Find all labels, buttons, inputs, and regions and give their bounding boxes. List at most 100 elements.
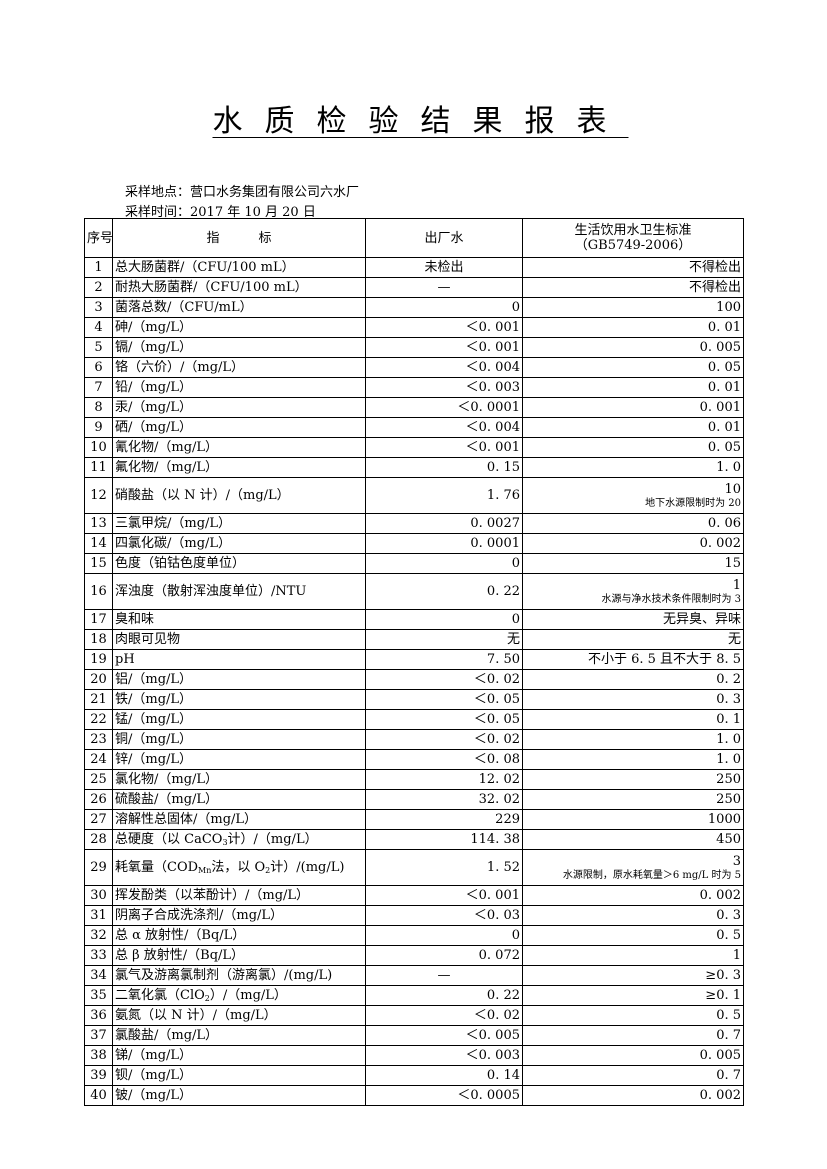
indicator-name: 氯化物/（mg/L） (112, 769, 366, 790)
standard-value: 1. 0 (522, 457, 744, 478)
effluent-value: ＜0. 02 (365, 729, 523, 750)
row-number: 28 (84, 829, 113, 850)
standard-value: 0. 002 (522, 1085, 744, 1106)
standard-value: 0. 005 (522, 1045, 744, 1066)
indicator-name: 三氯甲烷/（mg/L） (112, 513, 366, 534)
standard-value: 1 水源与净水技术条件限制时为 3 (522, 573, 744, 610)
row-number: 34 (84, 965, 113, 986)
name-text: 氟化物/（mg/L） (115, 460, 219, 475)
effluent-value: 0. 22 (365, 573, 523, 610)
standard-limit: 10 (724, 481, 741, 497)
name-text: 肉眼可见物 (115, 632, 181, 647)
name-text: 铜/（mg/L） (115, 732, 193, 747)
effluent-value: ＜0. 004 (365, 417, 523, 438)
effluent-value: ＜0. 0005 (365, 1085, 523, 1106)
standard-value: 0. 5 (522, 925, 744, 946)
standard-value: 10 地下水源限制时为 20 (522, 477, 744, 514)
effluent-value: ＜0. 05 (365, 689, 523, 710)
effluent-value: 7. 50 (365, 649, 523, 670)
standard-value: 0. 001 (522, 397, 744, 418)
indicator-name: 二氧化氯（ClO2）/（mg/L） (112, 985, 366, 1006)
row-number: 3 (84, 297, 113, 318)
table-row: 11 氟化物/（mg/L） 0. 15 1. 0 (84, 457, 744, 478)
table-row: 24 锌/（mg/L） ＜0. 08 1. 0 (84, 749, 744, 770)
table-row: 3 菌落总数/（CFU/mL） 0 100 (84, 297, 744, 318)
name-text: 铁/（mg/L） (115, 692, 193, 707)
standard-value: 0. 002 (522, 885, 744, 906)
row-number: 25 (84, 769, 113, 790)
effluent-value: ＜0. 003 (365, 1045, 523, 1066)
standard-value: 0. 5 (522, 1005, 744, 1026)
name-text: 砷/（mg/L） (115, 320, 193, 335)
effluent-value: 114. 38 (365, 829, 523, 850)
table-row: 31 阴离子合成洗涤剂/（mg/L） ＜0. 03 0. 3 (84, 905, 744, 926)
effluent-value: 0. 22 (365, 985, 523, 1006)
row-number: 9 (84, 417, 113, 438)
table-row: 22 锰/（mg/L） ＜0. 05 0. 1 (84, 709, 744, 730)
standard-value: 0. 1 (522, 709, 744, 730)
row-number: 10 (84, 437, 113, 458)
name-text: pH (115, 652, 135, 667)
table-row: 27 溶解性总固体/（mg/L） 229 1000 (84, 809, 744, 830)
standard-value: 0. 01 (522, 377, 744, 398)
indicator-name: 四氯化碳/（mg/L） (112, 533, 366, 554)
table-row: 39 钡/（mg/L） 0. 14 0. 7 (84, 1065, 744, 1086)
standard-value: ≥0. 3 (522, 965, 744, 986)
table-header-row: 序号 指 标 出厂水 生活饮用水卫生标准 （GB5749-2006） (84, 218, 744, 258)
row-number: 24 (84, 749, 113, 770)
row-number: 12 (84, 477, 113, 514)
name-text: 总大肠菌群/（CFU/100 mL） (115, 260, 295, 275)
standard-value: 250 (522, 769, 744, 790)
effluent-value: ＜0. 001 (365, 437, 523, 458)
indicator-name: 铬（六价）/（mg/L） (112, 357, 366, 378)
standard-value: 0. 01 (522, 317, 744, 338)
standard-value: 100 (522, 297, 744, 318)
effluent-value: 0. 0027 (365, 513, 523, 534)
indicator-name: 铜/（mg/L） (112, 729, 366, 750)
row-number: 39 (84, 1065, 113, 1086)
standard-value: 450 (522, 829, 744, 850)
name-text: 三氯甲烷/（mg/L） (115, 516, 232, 531)
name-text: 锑/（mg/L） (115, 1048, 193, 1063)
header-standard-line2: （GB5749-2006） (574, 238, 692, 253)
name-text: 法，以 O (211, 860, 266, 875)
standard-value: 0. 05 (522, 357, 744, 378)
table-row: 9 硒/（mg/L） ＜0. 004 0. 01 (84, 417, 744, 438)
table-row: 36 氨氮（以 N 计）/（mg/L） ＜0. 02 0. 5 (84, 1005, 744, 1026)
effluent-value: 0. 072 (365, 945, 523, 966)
indicator-name: 菌落总数/（CFU/mL） (112, 297, 366, 318)
name-text: 浑浊度（散射浑浊度单位）/NTU (115, 584, 307, 599)
row-number: 37 (84, 1025, 113, 1046)
row-number: 29 (84, 849, 113, 886)
standard-value: 不得检出 (522, 257, 744, 278)
standard-value: 0. 06 (522, 513, 744, 534)
indicator-name: 锰/（mg/L） (112, 709, 366, 730)
row-number: 6 (84, 357, 113, 378)
table-row: 19 pH 7. 50 不小于 6. 5 且不大于 8. 5 (84, 649, 744, 670)
indicator-name: 臭和味 (112, 609, 366, 630)
name-text: 铅/（mg/L） (115, 380, 193, 395)
indicator-name: 氨氮（以 N 计）/（mg/L） (112, 1005, 366, 1026)
subscript: Mn (198, 866, 212, 875)
indicator-name: 色度（铂钴色度单位） (112, 553, 366, 574)
standard-value: 1 (522, 945, 744, 966)
table-row: 1 总大肠菌群/（CFU/100 mL） 未检出 不得检出 (84, 257, 744, 278)
effluent-value: ＜0. 02 (365, 669, 523, 690)
indicator-name: 砷/（mg/L） (112, 317, 366, 338)
name-text: 耐热大肠菌群/（CFU/100 mL） (115, 280, 308, 295)
standard-value: 不得检出 (522, 277, 744, 298)
name-text: 镉/（mg/L） (115, 340, 193, 355)
row-number: 18 (84, 629, 113, 650)
table-row: 15 色度（铂钴色度单位） 0 15 (84, 553, 744, 574)
table-row: 13 三氯甲烷/（mg/L） 0. 0027 0. 06 (84, 513, 744, 534)
indicator-name: 汞/（mg/L） (112, 397, 366, 418)
row-number: 30 (84, 885, 113, 906)
name-text: 硒/（mg/L） (115, 420, 193, 435)
indicator-name: 氰化物/（mg/L） (112, 437, 366, 458)
effluent-value: ＜0. 03 (365, 905, 523, 926)
effluent-value: ＜0. 004 (365, 357, 523, 378)
standard-value: 3 水源限制，原水耗氧量＞6 mg/L 时为 5 (522, 849, 744, 886)
table-row: 2 耐热大肠菌群/（CFU/100 mL） — 不得检出 (84, 277, 744, 298)
row-number: 27 (84, 809, 113, 830)
standard-note: 水源与净水技术条件限制时为 3 (601, 593, 741, 605)
